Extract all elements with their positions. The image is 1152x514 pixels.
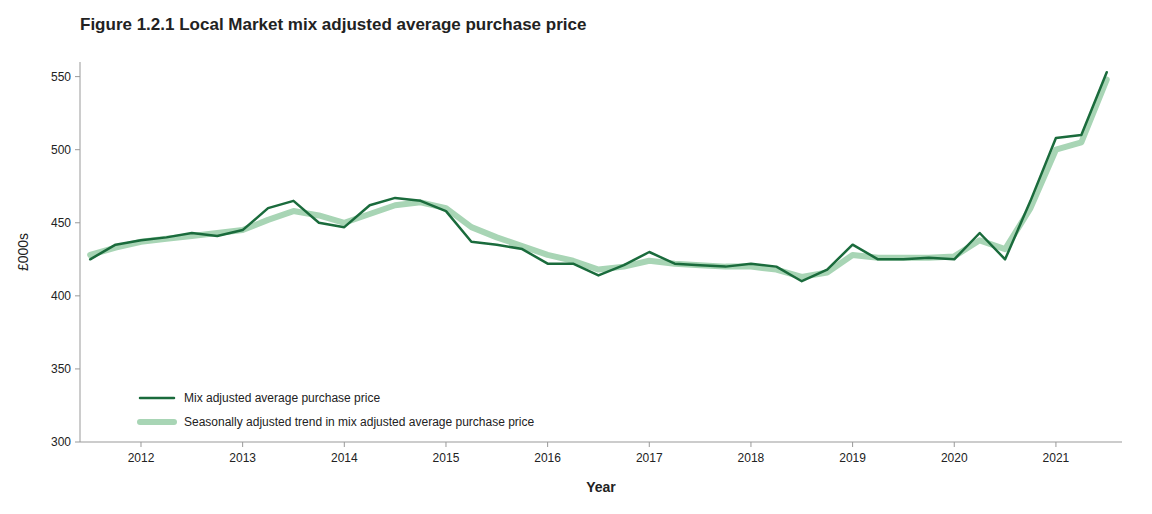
x-tick bbox=[344, 442, 345, 447]
y-tick bbox=[75, 149, 80, 150]
x-tick bbox=[1055, 442, 1056, 447]
y-tick bbox=[75, 295, 80, 296]
x-tick-label: 2021 bbox=[1043, 451, 1070, 465]
x-tick bbox=[649, 442, 650, 447]
series-line bbox=[90, 80, 1107, 277]
y-tick bbox=[75, 222, 80, 223]
x-tick-label: 2012 bbox=[128, 451, 155, 465]
chart: Figure 1.2.1 Local Market mix adjusted a… bbox=[0, 0, 1152, 514]
title: Figure 1.2.1 Local Market mix adjusted a… bbox=[80, 15, 586, 34]
legend-swatch bbox=[140, 397, 174, 400]
x-tick-label: 2014 bbox=[331, 451, 358, 465]
y-tick-label: 450 bbox=[51, 216, 71, 230]
x-tick-label: 2016 bbox=[534, 451, 561, 465]
x-tick-label: 2018 bbox=[738, 451, 765, 465]
x-tick-label: 2019 bbox=[839, 451, 866, 465]
y-tick-label: 300 bbox=[51, 435, 71, 449]
y-tick-label: 500 bbox=[51, 143, 71, 157]
legend-swatch bbox=[140, 419, 174, 425]
x-tick bbox=[954, 442, 955, 447]
x-tick-label: 2017 bbox=[636, 451, 663, 465]
x-tick-label: 2020 bbox=[941, 451, 968, 465]
y-tick bbox=[75, 442, 80, 443]
y-tick-label: 400 bbox=[51, 289, 71, 303]
y-axis-line bbox=[80, 62, 81, 442]
y-tick bbox=[75, 368, 80, 369]
series-line bbox=[90, 72, 1107, 281]
x-tick bbox=[445, 442, 446, 447]
y-tick-label: 350 bbox=[51, 362, 71, 376]
x-tick bbox=[242, 442, 243, 447]
legend-label: Seasonally adjusted trend in mix adjuste… bbox=[184, 415, 535, 429]
x-tick bbox=[852, 442, 853, 447]
y-tick-label: 550 bbox=[51, 70, 71, 84]
x-tick bbox=[140, 442, 141, 447]
plot-area bbox=[90, 72, 1107, 281]
y-tick bbox=[75, 76, 80, 77]
x-axis-line bbox=[80, 442, 1122, 443]
legend: Mix adjusted average purchase price Seaso… bbox=[140, 391, 535, 429]
x-tick bbox=[750, 442, 751, 447]
x-tick-label: 2015 bbox=[433, 451, 460, 465]
x-tick-label: 2013 bbox=[229, 451, 256, 465]
x-axis-label: Year bbox=[586, 479, 616, 495]
legend-label: Mix adjusted average purchase price bbox=[184, 391, 380, 405]
y-axis-label: £000s bbox=[15, 233, 31, 271]
x-tick bbox=[547, 442, 548, 447]
